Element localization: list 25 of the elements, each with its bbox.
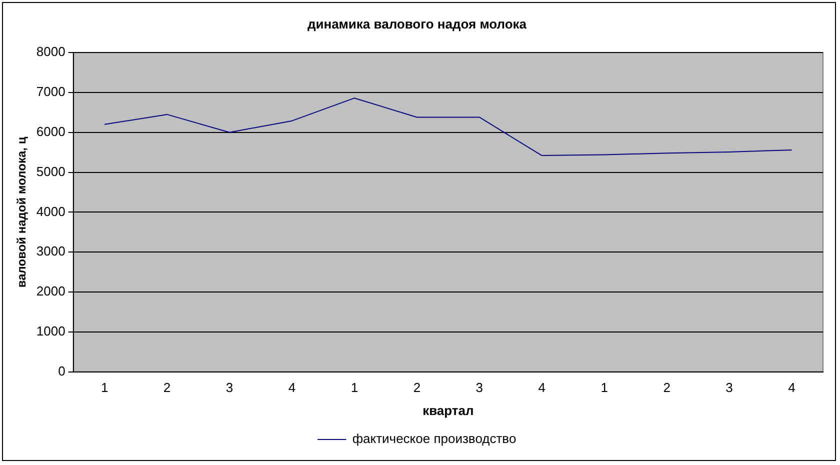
x-tick-label: 3 [226, 380, 234, 396]
x-tick-label: 4 [538, 380, 546, 396]
x-tick-label: 4 [288, 380, 296, 396]
y-tick-label: 5000 [36, 164, 66, 179]
x-tick-label: 1 [100, 380, 108, 396]
x-tick-label: 4 [788, 380, 796, 396]
chart-title: динамика валового надоя молока [307, 16, 528, 32]
x-tick-label: 1 [350, 380, 358, 396]
x-axis-title: квартал [422, 402, 474, 418]
x-tick-label: 3 [726, 380, 733, 396]
x-tick-label: 2 [163, 380, 171, 396]
y-tick-label: 7000 [36, 84, 66, 100]
y-tick-label: 2000 [36, 284, 66, 299]
y-tick-label: 3000 [36, 244, 66, 259]
y-tick-label: 6000 [36, 124, 66, 139]
x-tick-label: 2 [413, 380, 421, 396]
y-tick-label: 4000 [36, 204, 66, 219]
x-tick-label: 3 [476, 380, 484, 396]
y-tick-label: 8000 [36, 44, 66, 60]
y-tick-label: 1000 [36, 323, 66, 338]
y-tick-label: 0 [58, 363, 66, 378]
legend-label: фактическое производство [352, 431, 516, 446]
y-axis-title: валовой надой молока, ц [14, 136, 29, 288]
x-tick-label: 2 [663, 380, 670, 396]
x-tick-label: 1 [600, 380, 608, 396]
